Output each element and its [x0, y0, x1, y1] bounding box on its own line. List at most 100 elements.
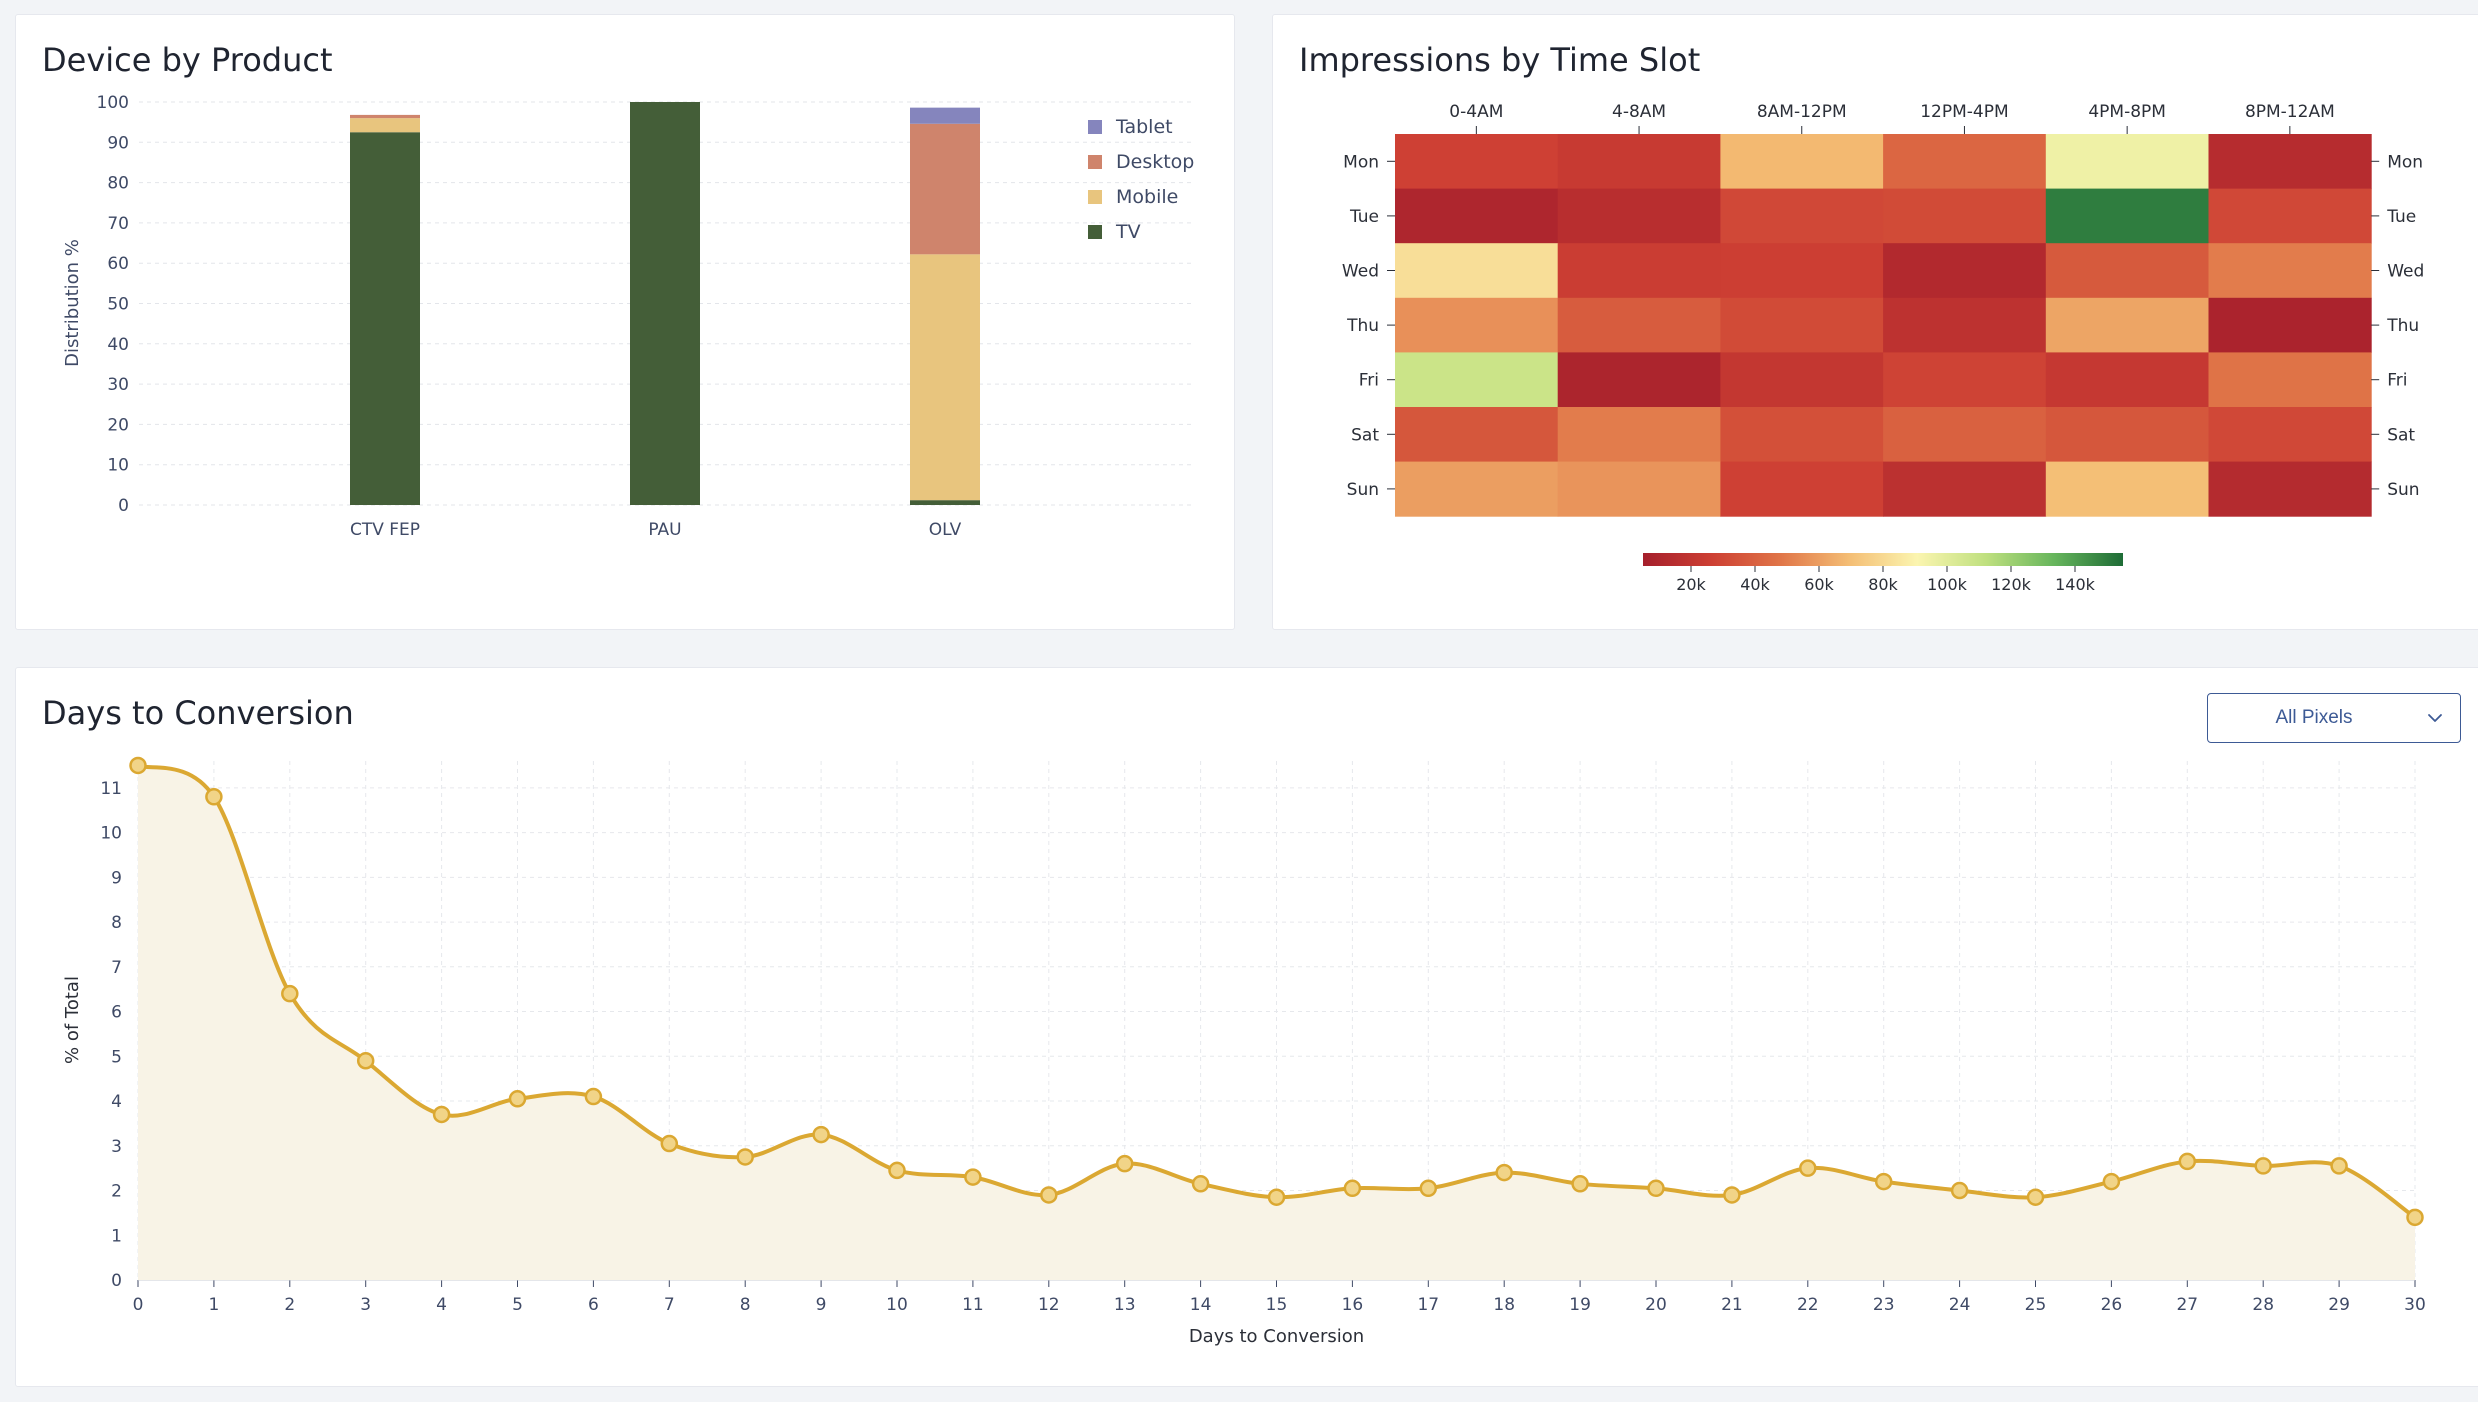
- bar-segment-desktop: [350, 114, 420, 119]
- heatmap-cell: [2208, 461, 2372, 517]
- y-tick-label: 100: [97, 93, 129, 113]
- y-tick-label: 40: [107, 335, 129, 355]
- heatmap-cell: [1720, 188, 1884, 244]
- data-point: [1419, 1179, 1438, 1198]
- y-tick-label: 3: [111, 1137, 122, 1157]
- column-label: 12PM-4PM: [1920, 102, 2008, 122]
- x-tick-label: 19: [1569, 1295, 1591, 1315]
- scale-tick-label: 40k: [1740, 575, 1770, 594]
- heatmap-cell: [1557, 188, 1721, 244]
- legend-swatch-desktop: [1088, 155, 1102, 169]
- heatmap-cell: [1395, 188, 1559, 244]
- heatmap-cell: [1557, 297, 1721, 353]
- x-tick-label: CTV FEP: [350, 520, 420, 540]
- data-point: [1799, 1159, 1817, 1177]
- legend-label: Tablet: [1115, 116, 1173, 138]
- heatmap-cell: [1557, 407, 1721, 463]
- x-tick-label: 28: [2252, 1295, 2274, 1315]
- x-tick-label: 13: [1114, 1295, 1136, 1315]
- heatmap-cell: [2208, 407, 2372, 463]
- data-point: [1874, 1172, 1893, 1191]
- x-tick-label: 14: [1190, 1295, 1212, 1315]
- data-point: [812, 1125, 830, 1144]
- x-tick-label: 27: [2176, 1295, 2198, 1315]
- heatmap-cell: [1557, 134, 1721, 190]
- x-tick-label: 15: [1266, 1295, 1288, 1315]
- data-point: [1191, 1175, 1210, 1193]
- y-axis-label: Distribution %: [62, 239, 83, 367]
- scale-tick-label: 80k: [1868, 575, 1898, 594]
- x-tick-label: 22: [1797, 1295, 1819, 1315]
- y-tick-label: 8: [111, 913, 122, 933]
- heatmap-cell: [1883, 243, 2047, 299]
- heatmap-cell: [1720, 407, 1884, 463]
- data-point: [584, 1087, 603, 1106]
- bar-segment-desktop: [910, 123, 980, 255]
- y-tick-label: 10: [107, 456, 129, 476]
- heatmap-cell: [1395, 297, 1559, 353]
- legend-swatch-tablet: [1088, 120, 1102, 134]
- bar-segment-tv: [350, 132, 420, 505]
- row-label-left: Sat: [1351, 425, 1379, 445]
- data-point: [736, 1148, 754, 1166]
- bar-segment-tv: [630, 102, 700, 505]
- heatmap-cell: [1883, 352, 2047, 408]
- data-point: [1267, 1188, 1286, 1206]
- heatmap-cell: [2045, 243, 2209, 299]
- x-tick-label: 30: [2404, 1295, 2426, 1315]
- data-point: [129, 756, 147, 775]
- data-point: [964, 1168, 982, 1186]
- column-label: 4PM-8PM: [2088, 102, 2166, 122]
- x-tick-label: 12: [1038, 1295, 1060, 1315]
- data-point: [1723, 1186, 1741, 1204]
- y-tick-label: 6: [111, 1003, 122, 1023]
- y-tick-label: 10: [100, 824, 122, 844]
- legend-label: TV: [1115, 221, 1141, 243]
- scale-tick-label: 60k: [1804, 575, 1834, 594]
- x-tick-label: 17: [1417, 1295, 1439, 1315]
- y-tick-label: 5: [111, 1047, 122, 1067]
- x-tick-label: 21: [1721, 1295, 1743, 1315]
- heatmap-cell: [1720, 352, 1884, 408]
- x-tick-label: 4: [436, 1295, 447, 1315]
- data-point: [1950, 1181, 1969, 1200]
- data-point: [356, 1052, 375, 1070]
- row-label-right: Sat: [2387, 425, 2415, 445]
- x-tick-label: 6: [588, 1295, 599, 1315]
- scale-tick-label: 100k: [1927, 575, 1968, 594]
- x-tick-label: 20: [1645, 1295, 1667, 1315]
- y-tick-label: 70: [107, 214, 129, 234]
- y-axis-label: % of Total: [62, 976, 83, 1064]
- row-label-right: Mon: [2387, 152, 2423, 172]
- x-tick-label: 7: [664, 1295, 675, 1315]
- x-tick-label: 23: [1873, 1295, 1895, 1315]
- y-tick-label: 20: [107, 415, 129, 435]
- data-point: [1571, 1175, 1589, 1193]
- y-tick-label: 1: [111, 1226, 122, 1246]
- y-tick-label: 90: [107, 133, 129, 153]
- heatmap-cell: [1883, 407, 2047, 463]
- heatmap-cell: [2208, 297, 2372, 353]
- x-tick-label: 3: [360, 1295, 371, 1315]
- scale-tick-label: 120k: [1991, 575, 2032, 594]
- pixel-filter-dropdown[interactable]: All Pixels: [2207, 693, 2461, 743]
- heatmap-cell: [1395, 407, 1559, 463]
- y-tick-label: 0: [118, 496, 129, 516]
- heatmap-cell: [2045, 297, 2209, 353]
- x-tick-label: 24: [1949, 1295, 1971, 1315]
- column-label: 0-4AM: [1449, 102, 1503, 122]
- y-tick-label: 7: [111, 958, 122, 978]
- heatmap-cell: [1883, 461, 2047, 517]
- x-tick-label: 25: [2025, 1295, 2047, 1315]
- row-label-right: Thu: [2386, 316, 2419, 336]
- x-tick-label: PAU: [648, 520, 681, 540]
- heatmap-cell: [1395, 461, 1559, 517]
- legend-swatch-tv: [1088, 225, 1102, 239]
- x-tick-label: 8: [740, 1295, 751, 1315]
- heatmap-cell: [1557, 461, 1721, 517]
- data-point: [281, 984, 299, 1003]
- heatmap-cell: [2045, 352, 2209, 408]
- impressions-heatmap: 0-4AM 4-8AM 8AM-12PM 12PM-4PM 4PM-8PM 8PM-12A…: [1342, 102, 2424, 594]
- bar-segment-tablet: [910, 107, 980, 124]
